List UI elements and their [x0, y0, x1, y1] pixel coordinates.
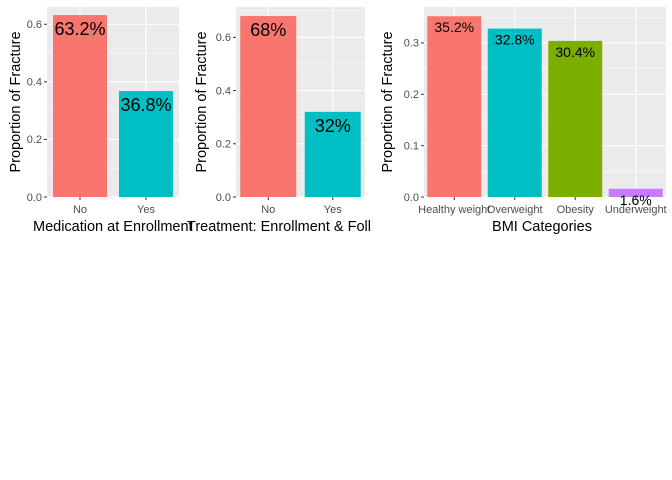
y-tick-label: 0.4 — [27, 77, 42, 89]
x-tick-label: No — [73, 204, 87, 216]
bar-no — [53, 15, 107, 197]
data-label: 63.2% — [54, 19, 105, 39]
data-label: 36.8% — [120, 95, 171, 115]
y-tick-label: 0.0 — [27, 192, 42, 204]
x-tick-label: Obesity — [557, 204, 595, 216]
x-tick-label: Healthy weight — [418, 204, 490, 216]
x-tick-label: Yes — [137, 204, 155, 216]
data-label: 32.8% — [495, 32, 535, 48]
x-tick-label: Yes — [324, 204, 342, 216]
y-tick-label: 0.2 — [27, 134, 42, 146]
y-tick-label: 0.2 — [216, 139, 231, 151]
y-axis-title: Proportion of Fracture — [8, 31, 24, 172]
data-label: 30.4% — [555, 44, 595, 60]
y-tick-label: 0.1 — [404, 140, 419, 152]
bar-yes — [304, 111, 361, 197]
y-tick-label: 0.0 — [216, 192, 231, 204]
chart-panel-2: 0.0 0.2 0.4 0.6 68% 32% No Yes Treatment: Enroll… — [187, 7, 371, 235]
y-tick-label: 0.0 — [404, 192, 419, 204]
data-label: 35.2% — [434, 19, 474, 35]
x-tick-label: Underweight — [605, 204, 667, 216]
y-axis-title: Proportion of Fracture — [380, 31, 396, 172]
data-label: 32% — [315, 116, 351, 136]
x-axis-title: BMI Categories — [492, 219, 592, 235]
bar-yes — [119, 91, 173, 197]
y-tick-label: 0.2 — [404, 89, 419, 101]
y-tick-label: 0.3 — [404, 38, 419, 50]
chart-panel-3: 0.00.10.20.335.2%32.8%30.4%1.6%Healthy w… — [380, 7, 667, 235]
x-axis-title: Treatment: Enrollment & Foll — [187, 219, 371, 235]
y-axis-title: Proportion of Fracture — [194, 31, 210, 172]
x-axis-title: Medication at Enrollment — [33, 219, 193, 235]
y-tick-label: 0.6 — [216, 32, 231, 44]
bar-overweight — [487, 28, 542, 198]
x-tick-label: No — [261, 204, 275, 216]
data-label: 68% — [250, 20, 286, 40]
bar-healthy-weight — [427, 16, 482, 198]
bar-no — [240, 16, 297, 197]
chart-panel-1: 0.0 0.2 0.4 0.6 63.2% 36.8% No Yes Medication at… — [8, 7, 193, 235]
bar-underweight — [608, 188, 663, 197]
bar-obesity — [548, 40, 603, 197]
y-tick-label: 0.6 — [27, 19, 42, 31]
x-tick-label: Overweight — [487, 204, 543, 216]
y-tick-label: 0.4 — [216, 85, 231, 97]
